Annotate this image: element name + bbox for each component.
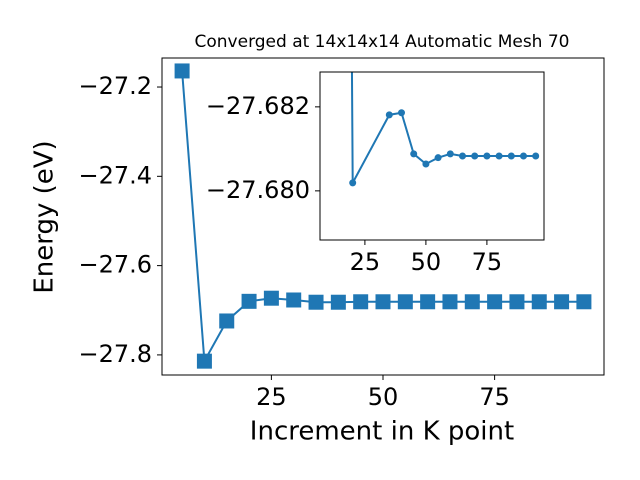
marker [353, 294, 369, 310]
x-axis-label: Increment in K point [250, 417, 514, 447]
marker [509, 294, 525, 310]
marker [483, 152, 491, 160]
marker [495, 152, 503, 160]
marker [531, 294, 547, 310]
marker [464, 294, 480, 310]
marker [434, 154, 442, 162]
marker [308, 294, 324, 310]
marker [410, 150, 418, 158]
marker [507, 152, 515, 160]
y-tick-label: −27.6 [78, 251, 152, 279]
x-tick-label: 50 [368, 383, 399, 411]
x-tick-label: 75 [479, 383, 510, 411]
series [349, 72, 540, 187]
y-axis-label: Energy (eV) [30, 140, 60, 293]
y-tick-label: −27.682 [206, 92, 310, 120]
marker [241, 293, 257, 309]
marker [446, 150, 454, 158]
y-tick-label: −27.4 [78, 161, 152, 189]
marker [330, 294, 346, 310]
axes-frame [161, 57, 605, 376]
marker [196, 353, 212, 369]
marker [397, 109, 405, 117]
marker [520, 152, 528, 160]
x-tick-label: 25 [256, 383, 287, 411]
y-tick-label: −27.680 [206, 176, 310, 204]
x-tick-label: 75 [472, 248, 503, 276]
series [174, 63, 592, 369]
marker [554, 294, 570, 310]
marker [174, 63, 190, 79]
marker [442, 294, 458, 310]
marker [487, 294, 503, 310]
marker [576, 294, 592, 310]
marker [471, 152, 479, 160]
marker [349, 179, 357, 187]
marker [459, 152, 467, 160]
marker [420, 294, 436, 310]
marker [263, 290, 279, 306]
marker [385, 111, 393, 119]
marker [397, 294, 413, 310]
axes-frame [319, 71, 545, 241]
chart-title: Converged at 14x14x14 Automatic Mesh 70 [195, 32, 570, 52]
x-tick-label: 25 [350, 248, 381, 276]
marker [286, 292, 302, 308]
marker [219, 313, 235, 329]
marker [375, 294, 391, 310]
x-tick-label: 50 [411, 248, 442, 276]
marker [532, 152, 540, 160]
y-tick-label: −27.8 [78, 340, 152, 368]
y-tick-label: −27.2 [78, 72, 152, 100]
marker [422, 160, 430, 168]
